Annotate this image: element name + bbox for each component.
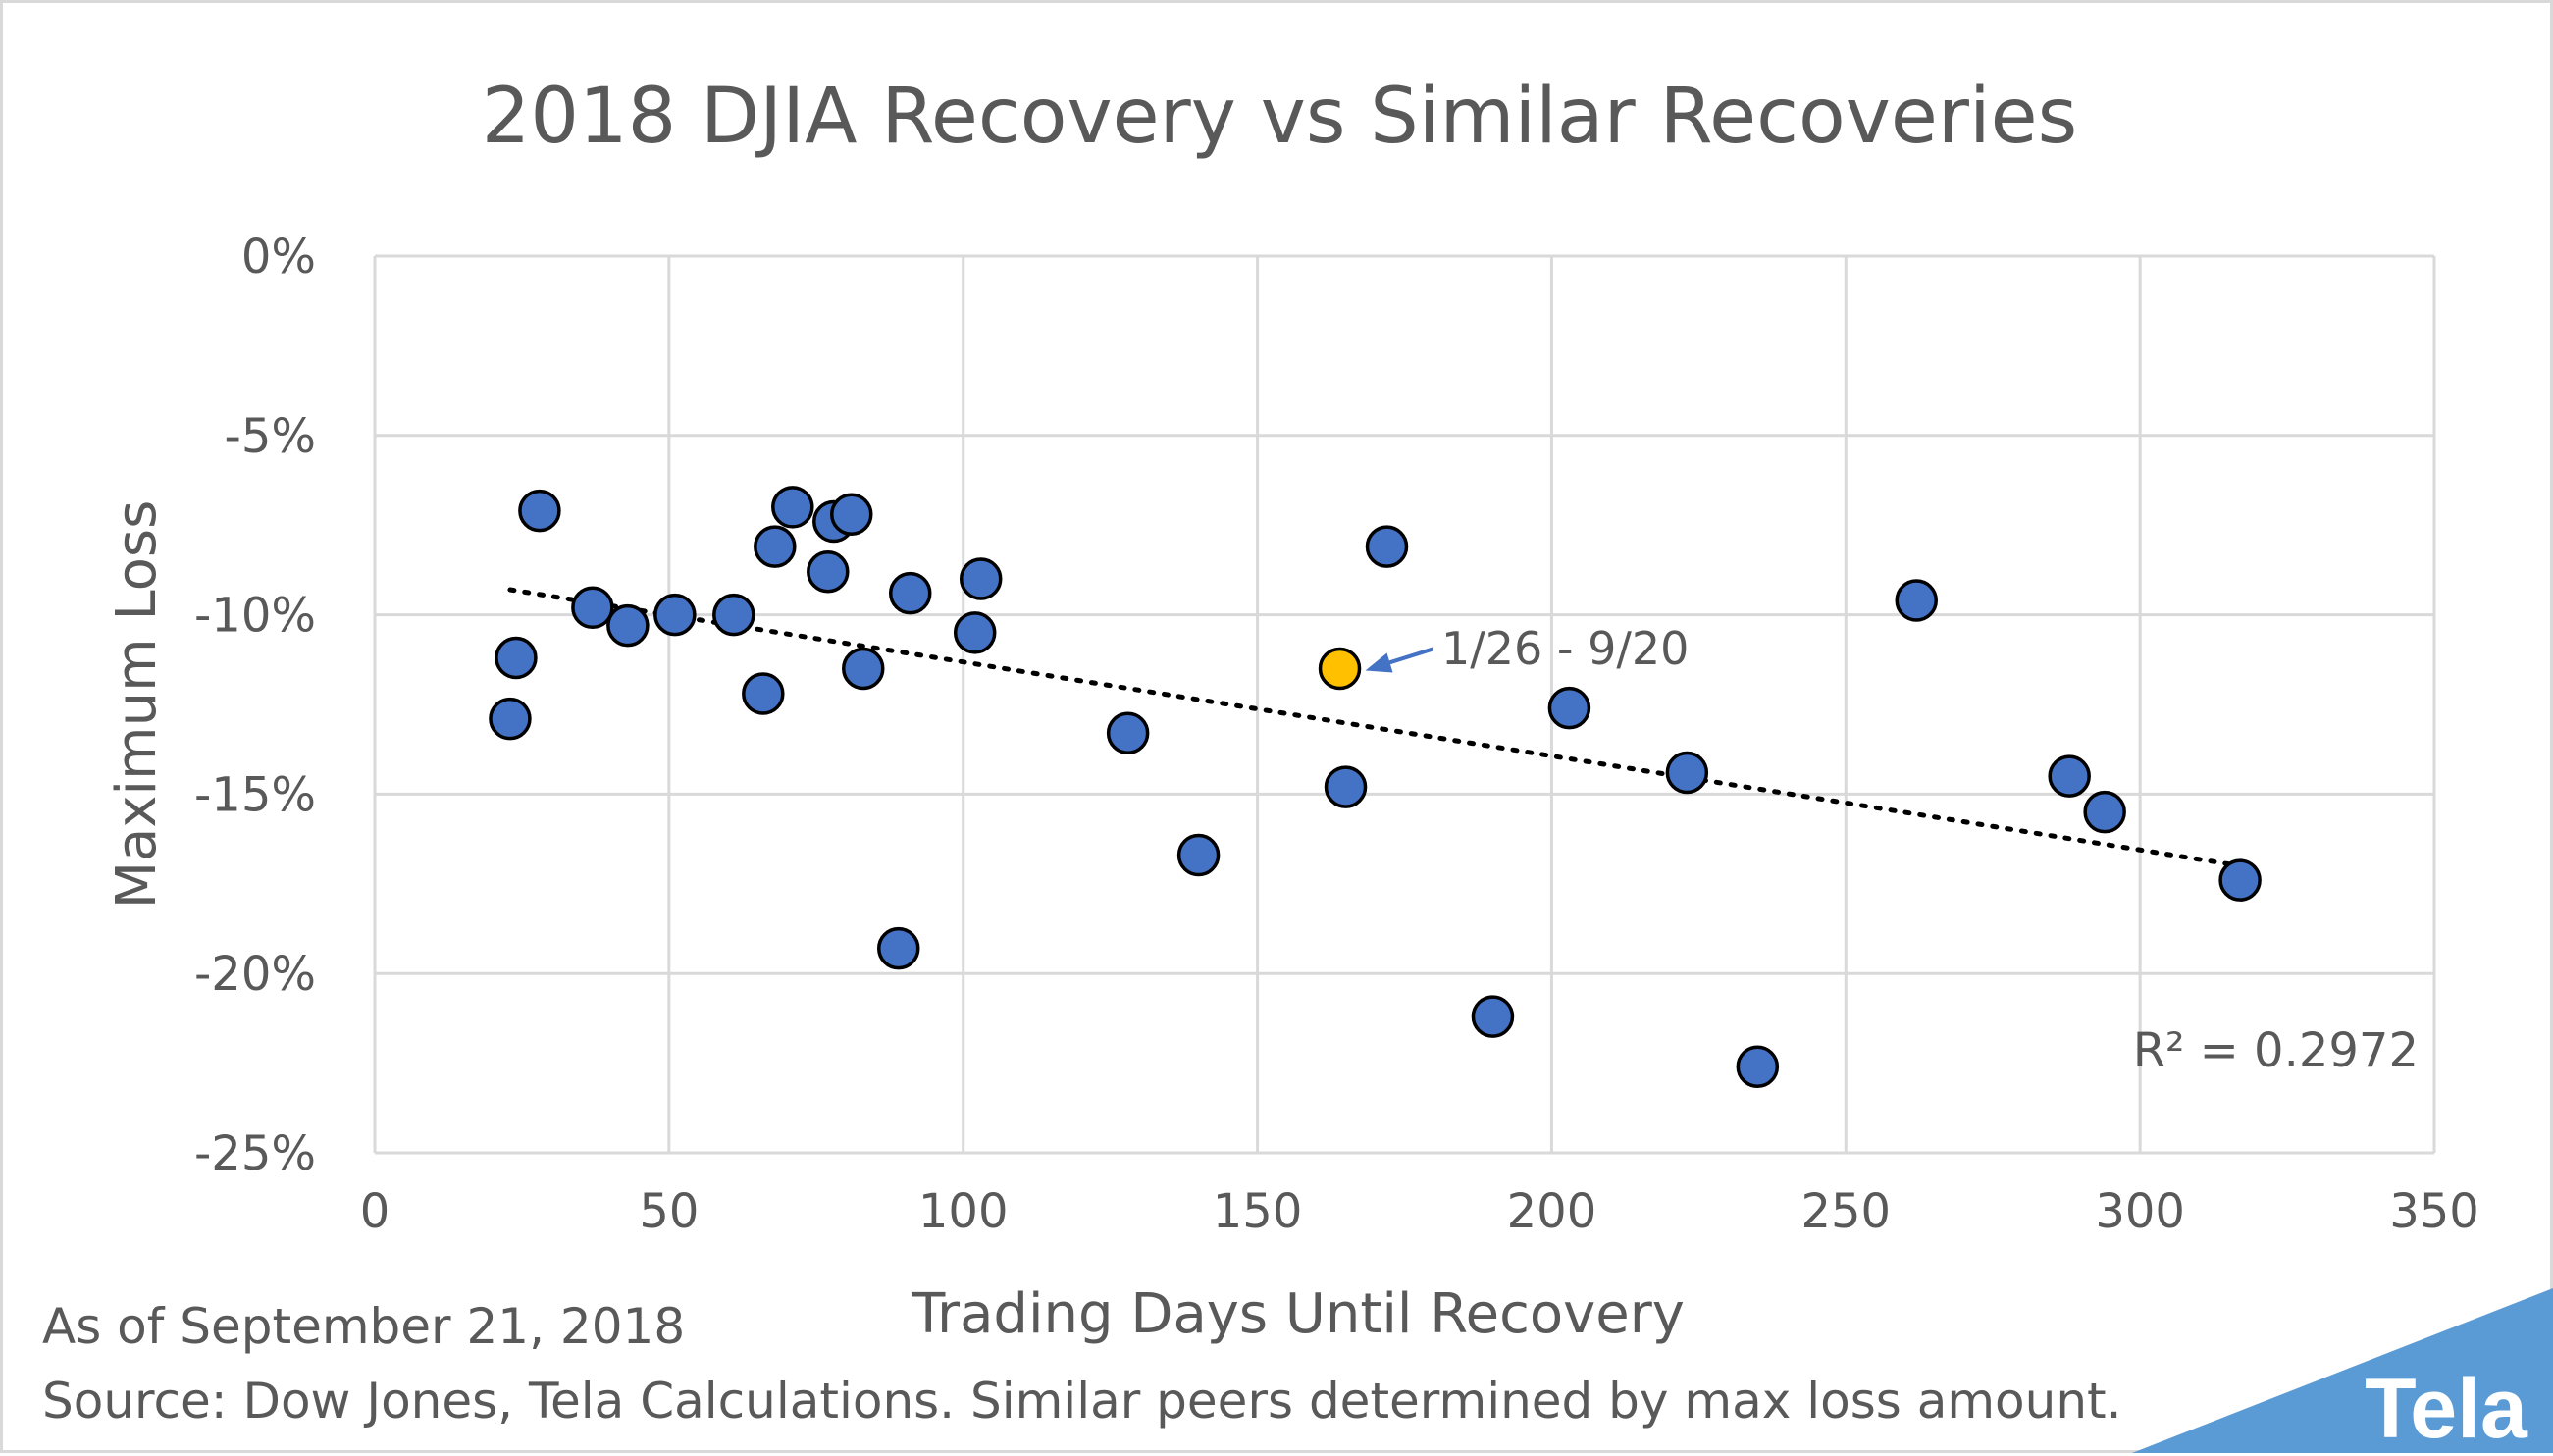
y-tick-label: -25%	[194, 1126, 316, 1181]
y-tick-label: -15%	[194, 767, 316, 822]
scatter-point	[953, 611, 997, 654]
source-note: Source: Dow Jones, Tela Calculations. Si…	[42, 1373, 2122, 1430]
x-tick-label: 0	[360, 1184, 391, 1239]
scatter-point	[830, 493, 873, 536]
tick-labels: 0 50 100 150 200 250 300 350 0% -5% -10% -15% -20% -2…	[194, 230, 2479, 1239]
trendline-layer	[507, 587, 2243, 869]
scatter-point	[2218, 858, 2262, 902]
scatter-point	[2083, 790, 2126, 834]
scatter-point	[842, 647, 885, 691]
scatter-point	[489, 697, 532, 741]
y-axis-title: Maximum Loss	[105, 500, 169, 910]
scatter-point	[1471, 995, 1515, 1038]
annotation-arrowhead	[1365, 652, 1393, 673]
scatter-point	[807, 549, 850, 594]
brand-logo-triangle	[2132, 1288, 2553, 1453]
y-tick-label: -10%	[194, 589, 316, 644]
as-of-note: As of September 21, 2018	[42, 1298, 685, 1355]
x-tick-label: 50	[639, 1184, 699, 1239]
scatter-point	[742, 672, 785, 715]
highlight-point	[1318, 647, 1362, 691]
scatter-point	[2048, 754, 2091, 798]
y-tick-label: 0%	[241, 230, 316, 285]
annotation: 1/26 - 9/20	[1365, 622, 1689, 675]
scatter-point	[876, 926, 920, 970]
scatter-point	[606, 603, 650, 648]
scatter-point	[959, 557, 1003, 600]
scatter-chart: 2018 DJIA Recovery vs Similar Recoveries…	[42, 73, 2553, 1456]
scatter-point	[771, 486, 814, 529]
x-tick-label: 350	[2389, 1184, 2479, 1239]
x-axis-title: Trading Days Until Recovery	[911, 1282, 1685, 1346]
x-tick-label: 300	[2095, 1184, 2185, 1239]
x-tick-label: 100	[918, 1184, 1009, 1239]
annotation-label: 1/26 - 9/20	[1441, 622, 1689, 675]
scatter-point	[518, 489, 561, 533]
x-tick-label: 200	[1507, 1184, 1597, 1239]
y-tick-label: -5%	[225, 409, 316, 464]
scatter-point	[1547, 686, 1591, 730]
scatter-point	[754, 525, 797, 568]
y-tick-label: -20%	[194, 947, 316, 1002]
chart-title: 2018 DJIA Recovery vs Similar Recoveries	[482, 73, 2078, 161]
x-tick-label: 250	[1800, 1184, 1891, 1239]
gridlines	[373, 254, 2436, 1155]
scatter-point	[888, 571, 932, 615]
scatter-point	[1365, 525, 1409, 568]
trendline	[507, 587, 2243, 869]
scatter-point	[571, 586, 614, 630]
scatter-point	[1176, 833, 1221, 877]
scatter-point	[1106, 711, 1150, 754]
scatter-point	[653, 593, 697, 637]
brand-logo-text: Tela	[2365, 1362, 2528, 1456]
scatter-point	[1324, 765, 1368, 808]
scatter-point	[495, 636, 538, 680]
r-squared-label: R² = 0.2972	[2133, 1023, 2419, 1078]
data-points	[489, 486, 2262, 1089]
scatter-point	[1665, 751, 1709, 795]
scatter-point	[1895, 579, 1939, 622]
x-tick-label: 150	[1213, 1184, 1303, 1239]
scatter-point	[1736, 1045, 1780, 1089]
annotation-arrow-line	[1381, 647, 1434, 667]
scatter-point	[712, 593, 755, 637]
